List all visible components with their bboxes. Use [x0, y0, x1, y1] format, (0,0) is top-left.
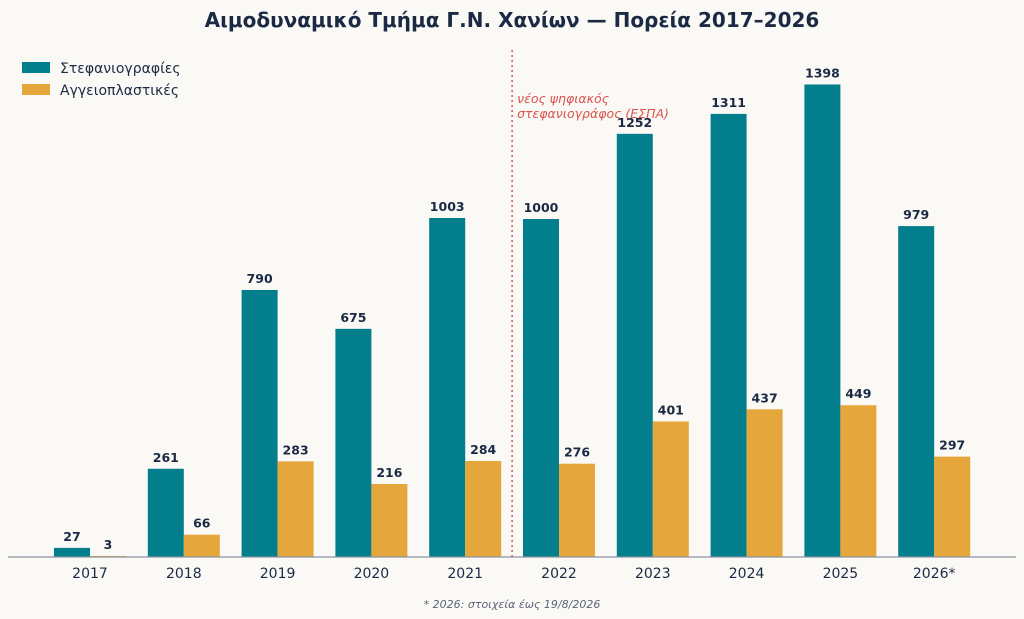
- value-label-stefaniografies-2022: 1000: [524, 200, 559, 215]
- bar-aggeioplastikes-2020: [371, 483, 408, 557]
- bar-stefaniografies-2021: [429, 217, 466, 557]
- x-tick-label-2024: 2024: [729, 566, 765, 582]
- bar-stefaniografies-2019: [241, 289, 278, 557]
- bar-aggeioplastikes-2022: [559, 463, 595, 557]
- x-tick-label-2023: 2023: [635, 566, 671, 582]
- value-label-stefaniografies-2020: 675: [340, 310, 366, 325]
- annotation-text-line-2: στεφανιογράφος (ΕΣΠΑ): [517, 106, 669, 121]
- bars: [54, 84, 971, 558]
- bar-aggeioplastikes-2021: [465, 461, 502, 557]
- bar-aggeioplastikes-2023: [652, 421, 689, 557]
- value-label-stefaniografies-2021: 1003: [430, 199, 465, 214]
- legend-label-aggeioplastikes: Αγγειοπλαστικές: [60, 83, 179, 99]
- legend-swatch-stefaniografies: [22, 62, 50, 73]
- value-label-aggeioplastikes-2023: 401: [658, 402, 684, 417]
- legend: Στεφανιογραφίες Αγγειοπλαστικές: [22, 61, 181, 99]
- value-label-stefaniografies-2019: 790: [247, 271, 273, 286]
- bar-aggeioplastikes-2019: [277, 461, 314, 557]
- value-label-stefaniografies-2017: 27: [63, 529, 80, 544]
- x-tick-label-2018: 2018: [166, 566, 202, 582]
- legend-label-stefaniografies: Στεφανιογραφίες: [60, 61, 181, 77]
- x-tick-label-2021: 2021: [447, 566, 483, 582]
- bar-stefaniografies-2020: [335, 328, 372, 557]
- legend-swatch-aggeioplastikes: [22, 84, 50, 95]
- x-tick-label-2025: 2025: [823, 566, 859, 582]
- bar-stefaniografies-2023: [616, 133, 653, 557]
- bar-stefaniografies-2018: [147, 468, 184, 557]
- bar-stefaniografies-2024: [710, 113, 747, 558]
- value-label-aggeioplastikes-2022: 276: [564, 445, 590, 460]
- x-tick-label-2022: 2022: [541, 566, 577, 582]
- value-label-aggeioplastikes-2019: 283: [283, 442, 309, 457]
- x-tick-label-2020: 2020: [354, 566, 390, 582]
- x-tick-label-2026: 2026*: [913, 566, 956, 582]
- x-tick-label-2019: 2019: [260, 566, 296, 582]
- x-axis-ticks: 2017 2018 2019 2020 2021 2022 2023 2024 2025 2026…: [72, 566, 955, 582]
- value-label-stefaniografies-2023: 1252: [617, 115, 652, 130]
- bar-stefaniografies-2025: [804, 84, 841, 557]
- x-tick-label-2017: 2017: [72, 566, 108, 582]
- value-labels: 27 3 261 66 790 283 675 216 1003 284 1000 276 1252 40…: [63, 65, 965, 552]
- bar-aggeioplastikes-2018: [183, 534, 220, 557]
- bar-stefaniografies-2022: [523, 219, 559, 557]
- value-label-stefaniografies-2018: 261: [153, 450, 179, 465]
- bar-aggeioplastikes-2024: [746, 409, 783, 557]
- value-label-aggeioplastikes-2017: 3: [104, 537, 113, 552]
- bar-aggeioplastikes-2026: [934, 456, 971, 557]
- bar-aggeioplastikes-2025: [840, 405, 877, 557]
- value-label-stefaniografies-2026: 979: [903, 207, 929, 222]
- value-label-aggeioplastikes-2024: 437: [752, 390, 778, 405]
- value-label-aggeioplastikes-2021: 284: [470, 442, 496, 457]
- bar-stefaniografies-2017: [54, 547, 90, 557]
- value-label-aggeioplastikes-2018: 66: [193, 516, 211, 531]
- footnote: * 2026: στοιχεία έως 19/8/2026: [424, 598, 601, 611]
- value-label-aggeioplastikes-2026: 297: [939, 438, 965, 453]
- value-label-stefaniografies-2025: 1398: [805, 65, 840, 80]
- value-label-stefaniografies-2024: 1311: [711, 95, 746, 110]
- bar-stefaniografies-2026: [898, 226, 935, 557]
- value-label-aggeioplastikes-2025: 449: [845, 386, 871, 401]
- chart-title: Αιμοδυναμικό Τμήμα Γ.Ν. Χανίων — Πορεία …: [205, 8, 820, 32]
- annotation-text-line-1: νέος ψηφιακός: [517, 91, 609, 106]
- value-label-aggeioplastikes-2020: 216: [376, 465, 402, 480]
